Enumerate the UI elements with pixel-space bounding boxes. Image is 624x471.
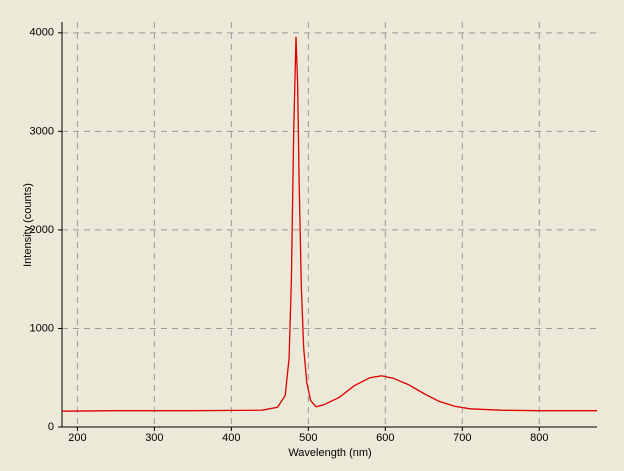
x-tick-label: 800 [530,432,548,444]
x-tick-label: 700 [453,432,471,444]
y-tick-label: 2000 [30,224,54,236]
spectrum-line [61,36,597,412]
y-tick-label: 1000 [30,322,54,334]
y-tick-label: 3000 [30,125,54,137]
y-tick-label: 0 [48,421,54,433]
y-tick-label: 4000 [30,27,54,39]
x-tick-label: 600 [376,432,394,444]
x-axis-label: Wavelength (nm) [288,447,371,459]
x-tick-label: 200 [68,432,86,444]
x-tick-label: 300 [145,432,163,444]
x-tick-label: 500 [299,432,317,444]
y-axis-label: Intensity (counts) [22,183,34,267]
x-tick-label: 400 [222,432,240,444]
